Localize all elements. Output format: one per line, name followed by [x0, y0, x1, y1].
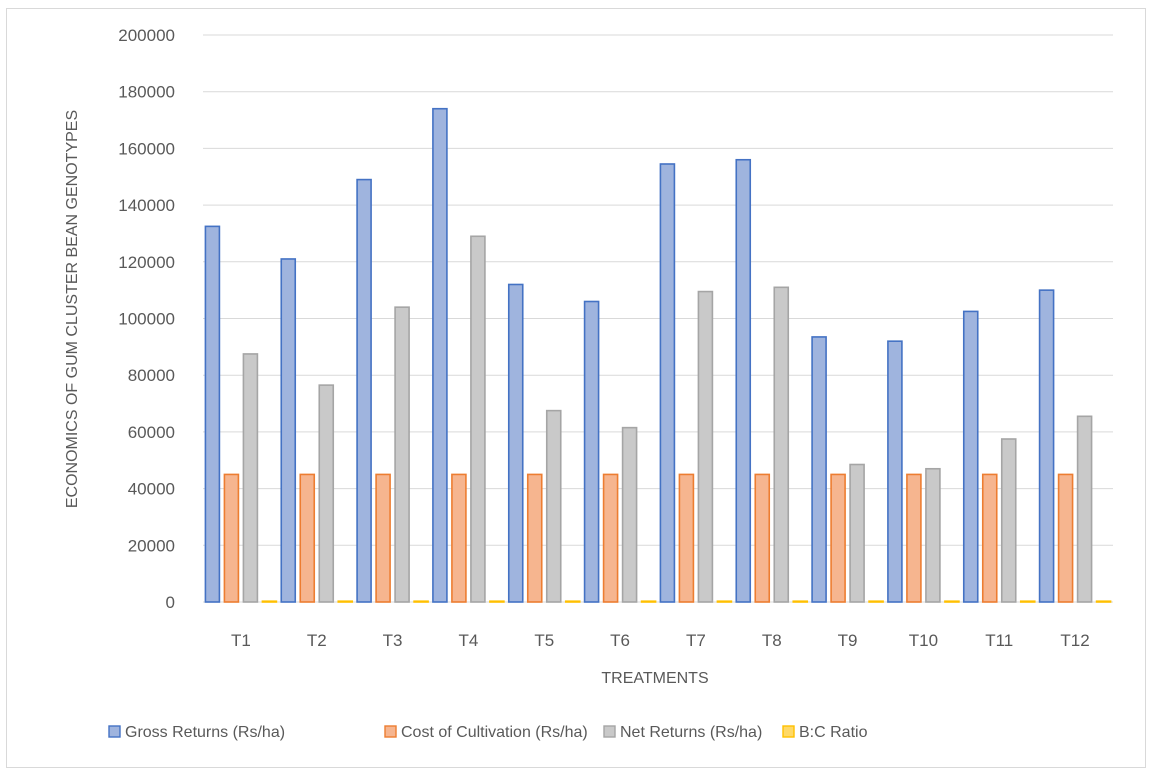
x-tick-label: T7: [686, 631, 706, 650]
y-axis-ticks: 0 20000 40000 60000 80000 100000 120000 140000 1…: [118, 26, 175, 612]
bar-T3-0: [356, 178, 372, 603]
bar-T5-2: [545, 409, 562, 603]
bar-T7-1: [678, 473, 695, 603]
y-axis-label: ECONOMICS OF GUM CLUSTER BEAN GENOTYPES: [64, 110, 81, 508]
bar-T5-1: [526, 473, 543, 603]
x-tick-label: T11: [985, 631, 1013, 650]
bar-T4-3: [489, 600, 505, 603]
y-tick-label: 140000: [118, 196, 175, 215]
bar-T2-0: [280, 258, 297, 603]
bar-T11-0: [962, 310, 979, 603]
bar-T12-1: [1057, 473, 1074, 603]
bar-T2-3: [337, 600, 354, 603]
bar-T2-1: [299, 473, 316, 603]
bar-T4-2: [470, 235, 486, 603]
x-tick-label: T5: [534, 631, 554, 650]
bar-T10-2: [925, 467, 941, 603]
legend-label: Gross Returns (Rs/ha): [125, 724, 285, 741]
bar-T3-3: [413, 600, 429, 603]
y-tick-label: 40000: [128, 480, 175, 499]
x-tick-label: T2: [307, 631, 327, 650]
bar-T3-1: [375, 473, 391, 603]
bar-T12-2: [1076, 415, 1093, 603]
y-tick-label: 0: [166, 593, 175, 612]
x-tick-label: T12: [1060, 631, 1089, 650]
x-tick-label: T3: [383, 631, 403, 650]
bar-T7-0: [659, 163, 676, 603]
chart-frame: 0 20000 40000 60000 80000 100000 120000 140000 1…: [6, 8, 1146, 768]
legend: Gross Returns (Rs/ha) Cost of Cultivation…: [108, 724, 868, 741]
bar-T11-3: [1019, 600, 1036, 603]
bar-T1-0: [204, 225, 221, 603]
x-axis-ticks: T1 T2 T3 T4 T5 T6 T7 T8 T9 T10 T11 T12: [231, 631, 1090, 650]
x-axis-label: TREATMENTS: [601, 670, 708, 687]
y-tick-label: 120000: [118, 253, 175, 272]
bar-T10-1: [906, 473, 922, 603]
bar-T4-1: [451, 473, 467, 603]
legend-swatch: [782, 725, 795, 738]
x-tick-label: T10: [909, 631, 938, 650]
legend-swatch: [384, 725, 397, 738]
bars: [204, 107, 1112, 603]
bar-T1-1: [223, 473, 240, 603]
x-tick-label: T4: [458, 631, 478, 650]
bar-T6-2: [621, 426, 638, 603]
bar-T3-2: [394, 306, 410, 603]
bar-T2-2: [318, 384, 335, 603]
legend-swatch: [108, 725, 121, 738]
bar-T10-3: [944, 600, 960, 603]
x-tick-label: T8: [762, 631, 782, 650]
bar-T9-1: [830, 473, 846, 603]
y-tick-label: 60000: [128, 423, 175, 442]
legend-label: Cost of Cultivation (Rs/ha): [401, 724, 588, 741]
y-tick-label: 80000: [128, 366, 175, 385]
y-tick-label: 20000: [128, 536, 175, 555]
bar-T8-3: [792, 600, 809, 603]
bar-T6-0: [583, 300, 600, 603]
bar-T6-3: [640, 600, 657, 603]
x-tick-label: T9: [838, 631, 858, 650]
bar-T5-0: [507, 283, 524, 603]
bar-chart: 0 20000 40000 60000 80000 100000 120000 140000 1…: [64, 26, 1113, 741]
legend-label: Net Returns (Rs/ha): [620, 724, 762, 741]
x-tick-label: T1: [231, 631, 251, 650]
x-tick-label: T6: [610, 631, 630, 650]
bar-T9-3: [868, 600, 884, 603]
y-tick-label: 180000: [118, 83, 175, 102]
bar-T4-0: [432, 107, 448, 603]
bar-T9-0: [811, 336, 827, 603]
gridlines: [203, 34, 1113, 603]
bar-T5-3: [564, 600, 581, 603]
bar-T12-3: [1095, 600, 1112, 603]
bar-T1-3: [261, 600, 278, 603]
legend-swatch: [603, 725, 616, 738]
bar-T9-2: [849, 463, 865, 603]
bar-T8-2: [773, 286, 790, 603]
bar-T8-0: [735, 158, 752, 603]
y-tick-label: 160000: [118, 139, 175, 158]
bar-T8-1: [754, 473, 771, 603]
bar-T6-1: [602, 473, 619, 603]
y-tick-label: 100000: [118, 310, 175, 329]
bar-T11-2: [1000, 438, 1017, 603]
bar-T7-2: [697, 290, 714, 603]
bar-T10-0: [887, 340, 903, 603]
y-tick-label: 200000: [118, 26, 175, 45]
bar-T1-2: [242, 353, 259, 603]
legend-label: B:C Ratio: [799, 724, 868, 741]
bar-T12-0: [1038, 289, 1055, 603]
bar-T11-1: [981, 473, 998, 603]
bar-T7-3: [716, 600, 733, 603]
